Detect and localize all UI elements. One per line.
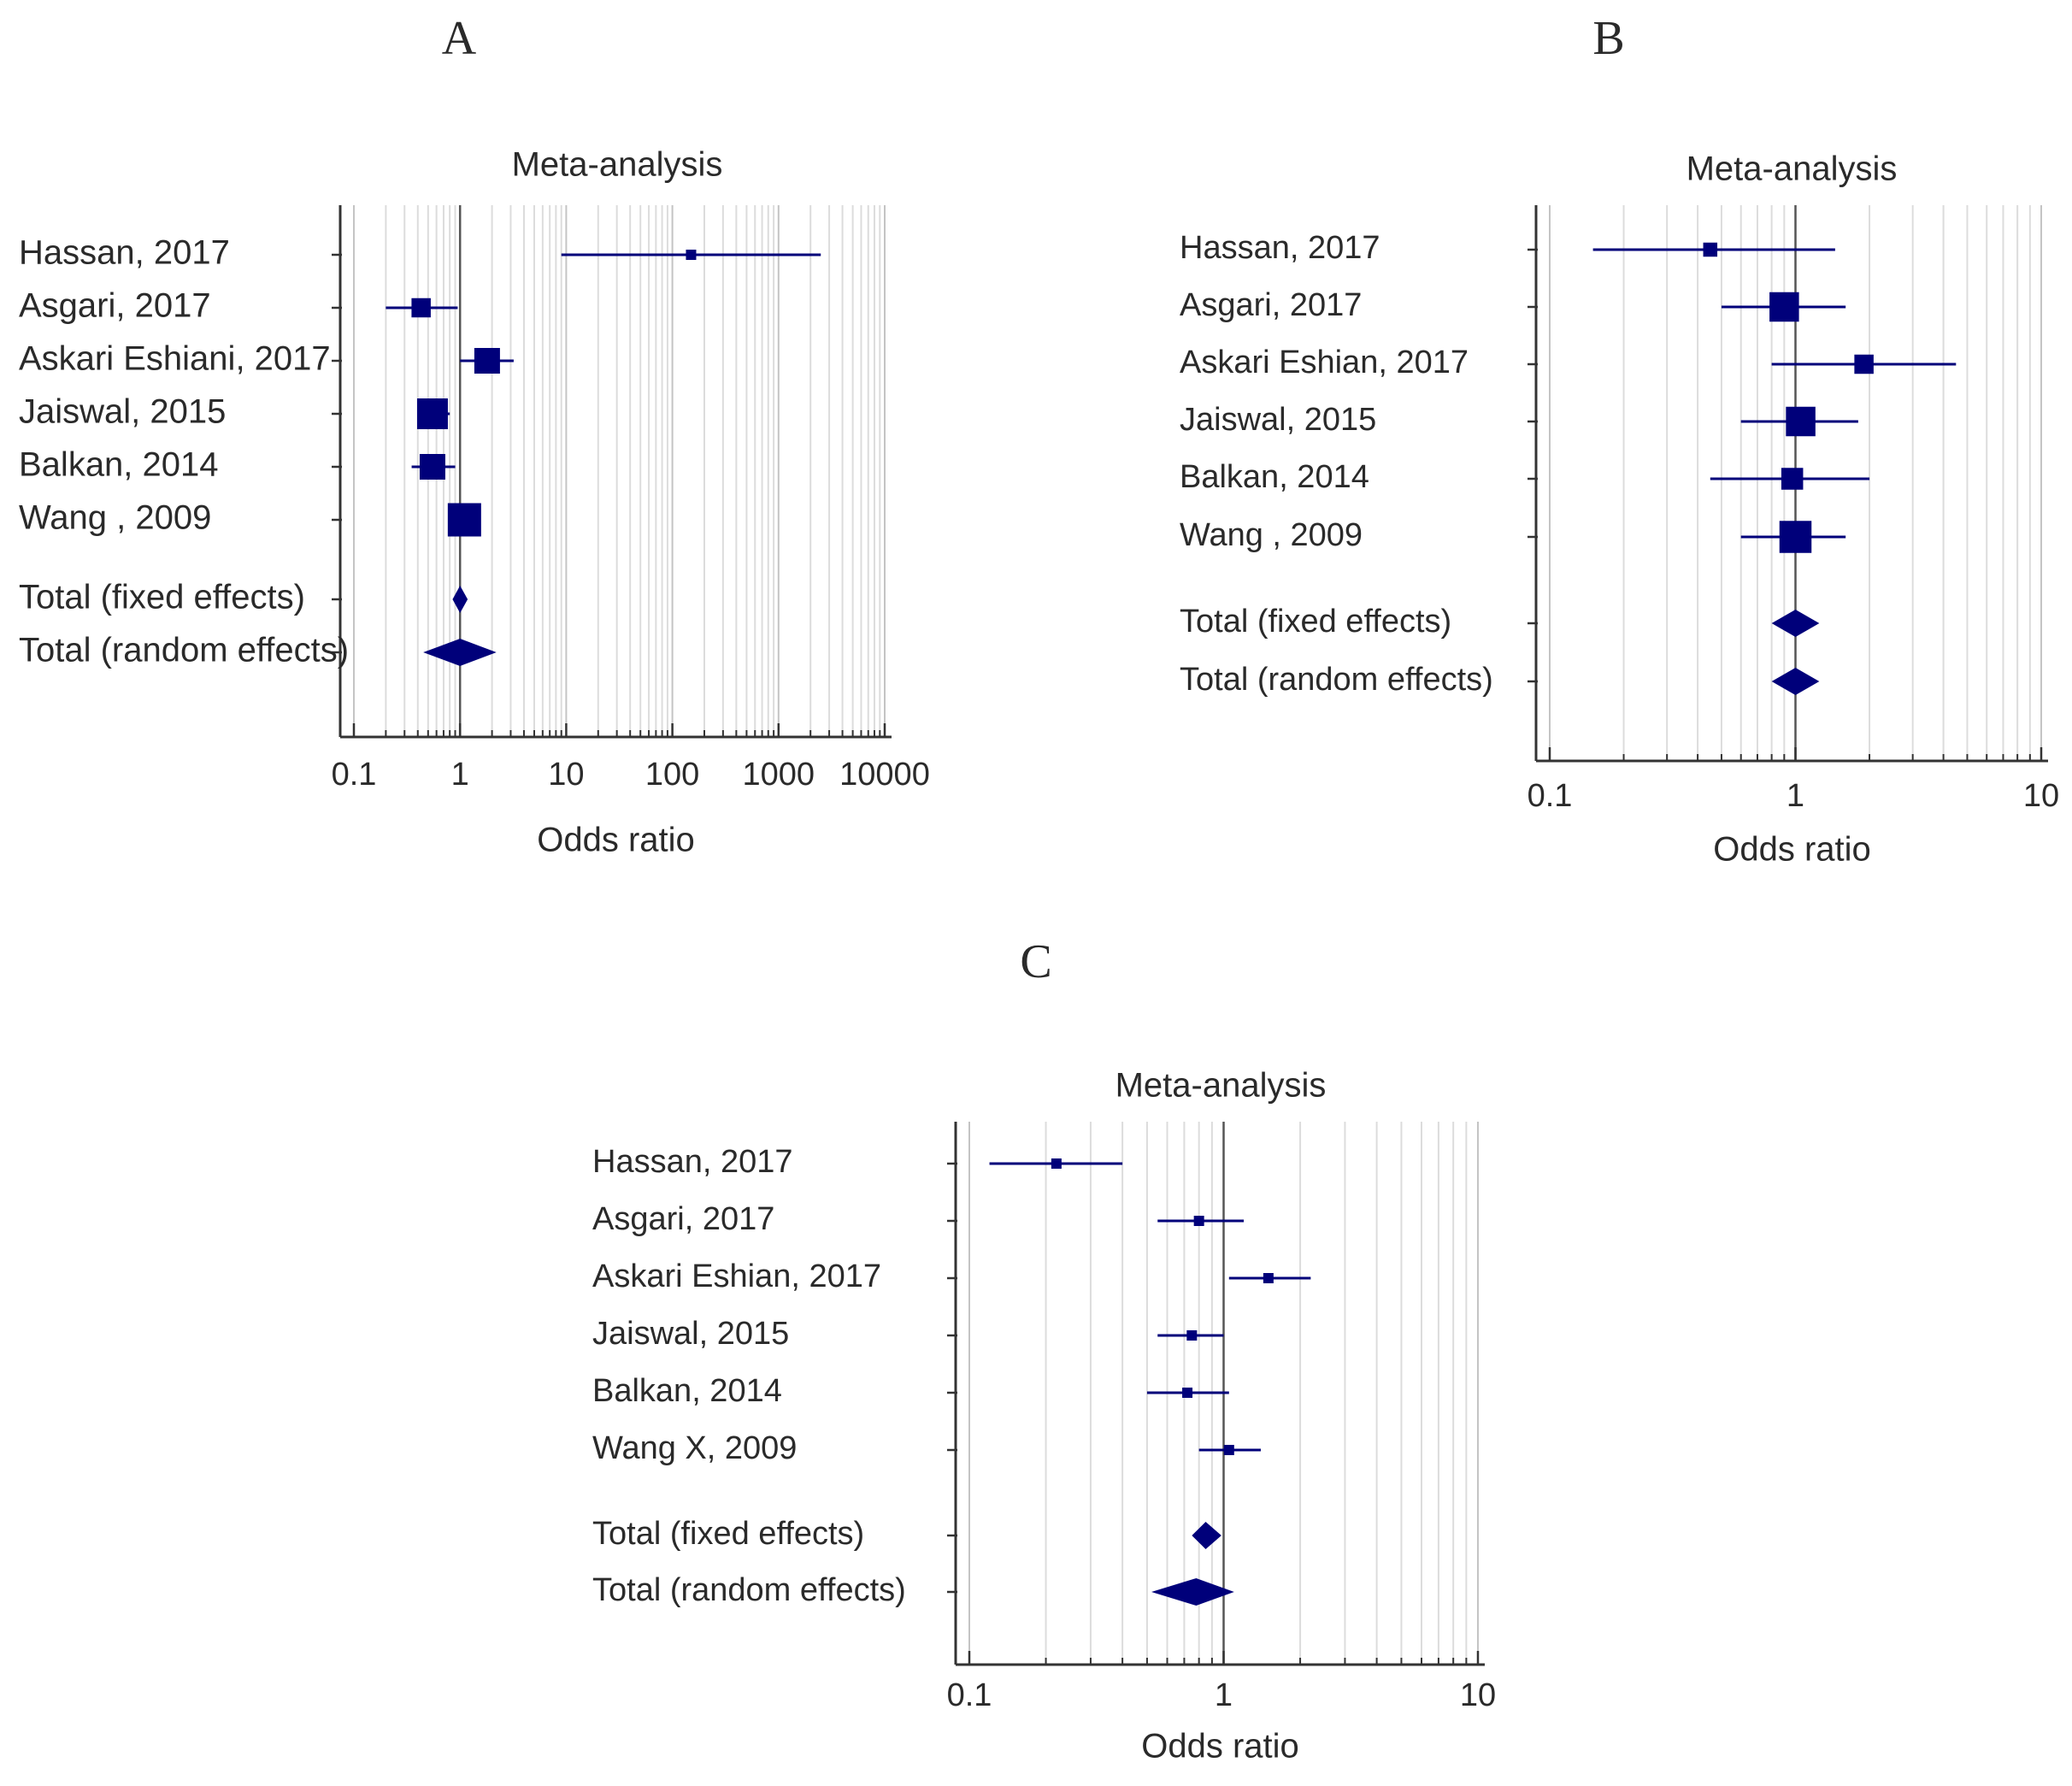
study-label: Jaiswal, 2015	[592, 1316, 789, 1352]
x-tick-label: 100	[645, 757, 699, 793]
study-point-estimate	[1051, 1158, 1062, 1169]
study-label: Askari Eshian, 2017	[1180, 345, 1469, 380]
study-point-estimate	[1182, 1388, 1193, 1398]
forest-plot-panel-b: B Meta-analysis 0.1 1 10 Odds ratio Hassan, 20…	[1180, 12, 2059, 869]
study-point-estimate	[1779, 521, 1812, 553]
study-point-estimate	[1703, 242, 1718, 257]
total-label: Total (fixed effects)	[1180, 604, 1451, 640]
x-tick-label: 10	[548, 757, 584, 793]
study-label: Jaiswal, 2015	[19, 393, 226, 431]
chart-title: Meta-analysis	[1686, 150, 1898, 188]
total-label: Total (random effects)	[1180, 662, 1493, 698]
study-label: Asgari, 2017	[1180, 287, 1362, 323]
forest-plot-panel-c: C Meta-analysis 0.1 1 10 Odds ratio Hassan, 20…	[592, 935, 1496, 1765]
study-label: Wang , 2009	[19, 499, 211, 537]
study-label: Askari Eshian, 2017	[592, 1258, 881, 1294]
study-point-estimate	[686, 250, 697, 260]
study-label: Hassan, 2017	[1180, 230, 1380, 266]
x-axis-label: Odds ratio	[537, 822, 695, 859]
study-point-estimate	[416, 398, 448, 429]
x-tick-label: 1	[451, 757, 469, 793]
x-tick-label: 1000	[743, 757, 815, 793]
study-label: Askari Eshiani, 2017	[19, 340, 331, 378]
x-tick-label: 10000	[839, 757, 930, 793]
study-label: Jaiswal, 2015	[1180, 402, 1376, 438]
panel-letter: B	[1592, 12, 1624, 65]
total-label: Total (random effects)	[592, 1572, 906, 1608]
study-point-estimate	[1854, 354, 1874, 374]
study-label: Balkan, 2014	[1180, 459, 1369, 495]
pooled-estimate-diamond	[1771, 610, 1820, 637]
panel-letter: C	[1020, 935, 1051, 988]
study-label: Asgari, 2017	[19, 287, 211, 325]
study-point-estimate	[1781, 468, 1804, 490]
x-tick-label: 0.1	[1528, 778, 1573, 814]
chart-title: Meta-analysis	[512, 146, 723, 184]
pooled-estimate-diamond	[452, 586, 468, 613]
study-point-estimate	[474, 348, 500, 374]
pooled-estimate-diamond	[1771, 668, 1820, 695]
study-label: Asgari, 2017	[592, 1201, 774, 1237]
study-label: Balkan, 2014	[592, 1373, 782, 1409]
study-point-estimate	[447, 503, 481, 537]
total-label: Total (fixed effects)	[592, 1516, 864, 1552]
pooled-estimate-diamond	[1192, 1522, 1221, 1549]
study-point-estimate	[1223, 1445, 1234, 1455]
x-axis-label: Odds ratio	[1713, 831, 1871, 869]
study-label: Hassan, 2017	[19, 234, 230, 272]
study-point-estimate	[411, 298, 431, 318]
pooled-estimate-diamond	[423, 639, 497, 666]
x-axis-label: Odds ratio	[1141, 1728, 1299, 1765]
pooled-estimate-diamond	[1151, 1578, 1234, 1606]
x-tick-label: 1	[1787, 778, 1804, 814]
panel-letter: A	[442, 12, 477, 65]
study-label: Hassan, 2017	[592, 1144, 793, 1180]
study-label: Wang , 2009	[1180, 517, 1363, 553]
study-point-estimate	[419, 454, 445, 480]
study-point-estimate	[1186, 1330, 1198, 1341]
total-label: Total (fixed effects)	[19, 579, 305, 616]
study-label: Wang X, 2009	[592, 1430, 797, 1466]
x-tick-label: 10	[2023, 778, 2059, 814]
x-tick-label: 0.1	[332, 757, 377, 793]
study-point-estimate	[1786, 406, 1816, 437]
total-label: Total (random effects)	[19, 632, 349, 669]
study-point-estimate	[1263, 1273, 1274, 1283]
chart-title: Meta-analysis	[1115, 1067, 1327, 1105]
x-tick-label: 0.1	[947, 1677, 992, 1713]
x-tick-label: 1	[1215, 1677, 1233, 1713]
study-point-estimate	[1193, 1216, 1204, 1226]
forest-plot-panel-a: A Meta-analysis 0.1 1 10 100 1000 10000 Odds rat…	[19, 12, 930, 859]
study-label: Balkan, 2014	[19, 446, 219, 484]
x-tick-label: 10	[1460, 1677, 1496, 1713]
study-point-estimate	[1769, 292, 1799, 322]
